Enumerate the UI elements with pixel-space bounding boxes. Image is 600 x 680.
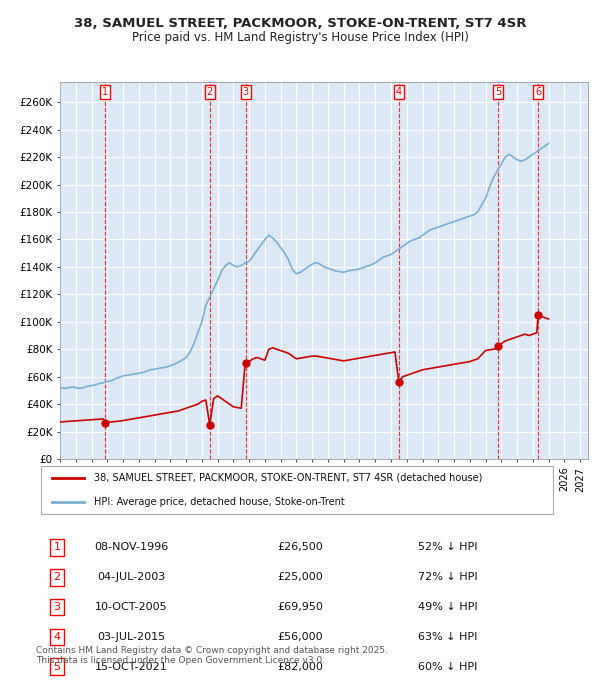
Text: 3: 3 xyxy=(53,602,61,612)
Text: 03-JUL-2015: 03-JUL-2015 xyxy=(97,632,165,642)
Text: 1: 1 xyxy=(102,87,108,97)
Text: 6: 6 xyxy=(535,87,541,97)
Text: 4: 4 xyxy=(396,87,402,97)
Text: 38, SAMUEL STREET, PACKMOOR, STOKE-ON-TRENT, ST7 4SR: 38, SAMUEL STREET, PACKMOOR, STOKE-ON-TR… xyxy=(74,17,526,30)
Text: 08-NOV-1996: 08-NOV-1996 xyxy=(94,543,168,552)
Text: 3: 3 xyxy=(242,87,249,97)
Text: 5: 5 xyxy=(495,87,501,97)
Text: £82,000: £82,000 xyxy=(277,662,323,672)
Text: 4: 4 xyxy=(53,632,61,642)
Text: 63% ↓ HPI: 63% ↓ HPI xyxy=(418,632,478,642)
Text: 52% ↓ HPI: 52% ↓ HPI xyxy=(418,543,478,552)
Text: 60% ↓ HPI: 60% ↓ HPI xyxy=(418,662,478,672)
FancyBboxPatch shape xyxy=(41,466,553,514)
Text: 04-JUL-2003: 04-JUL-2003 xyxy=(97,573,165,582)
Text: 10-OCT-2005: 10-OCT-2005 xyxy=(95,602,167,612)
Text: £56,000: £56,000 xyxy=(277,632,323,642)
Text: 72% ↓ HPI: 72% ↓ HPI xyxy=(418,573,478,582)
Text: 49% ↓ HPI: 49% ↓ HPI xyxy=(418,602,478,612)
Text: £26,500: £26,500 xyxy=(277,543,323,552)
Text: 15-OCT-2021: 15-OCT-2021 xyxy=(95,662,167,672)
Text: 2: 2 xyxy=(206,87,213,97)
Text: HPI: Average price, detached house, Stoke-on-Trent: HPI: Average price, detached house, Stok… xyxy=(94,496,345,507)
Text: £25,000: £25,000 xyxy=(277,573,323,582)
Text: £69,950: £69,950 xyxy=(277,602,323,612)
Text: 5: 5 xyxy=(53,662,61,672)
Text: 2: 2 xyxy=(53,573,61,582)
Text: Price paid vs. HM Land Registry's House Price Index (HPI): Price paid vs. HM Land Registry's House … xyxy=(131,31,469,44)
Text: 38, SAMUEL STREET, PACKMOOR, STOKE-ON-TRENT, ST7 4SR (detached house): 38, SAMUEL STREET, PACKMOOR, STOKE-ON-TR… xyxy=(94,473,482,483)
Text: Contains HM Land Registry data © Crown copyright and database right 2025.
This d: Contains HM Land Registry data © Crown c… xyxy=(36,645,388,665)
Text: 1: 1 xyxy=(53,543,61,552)
